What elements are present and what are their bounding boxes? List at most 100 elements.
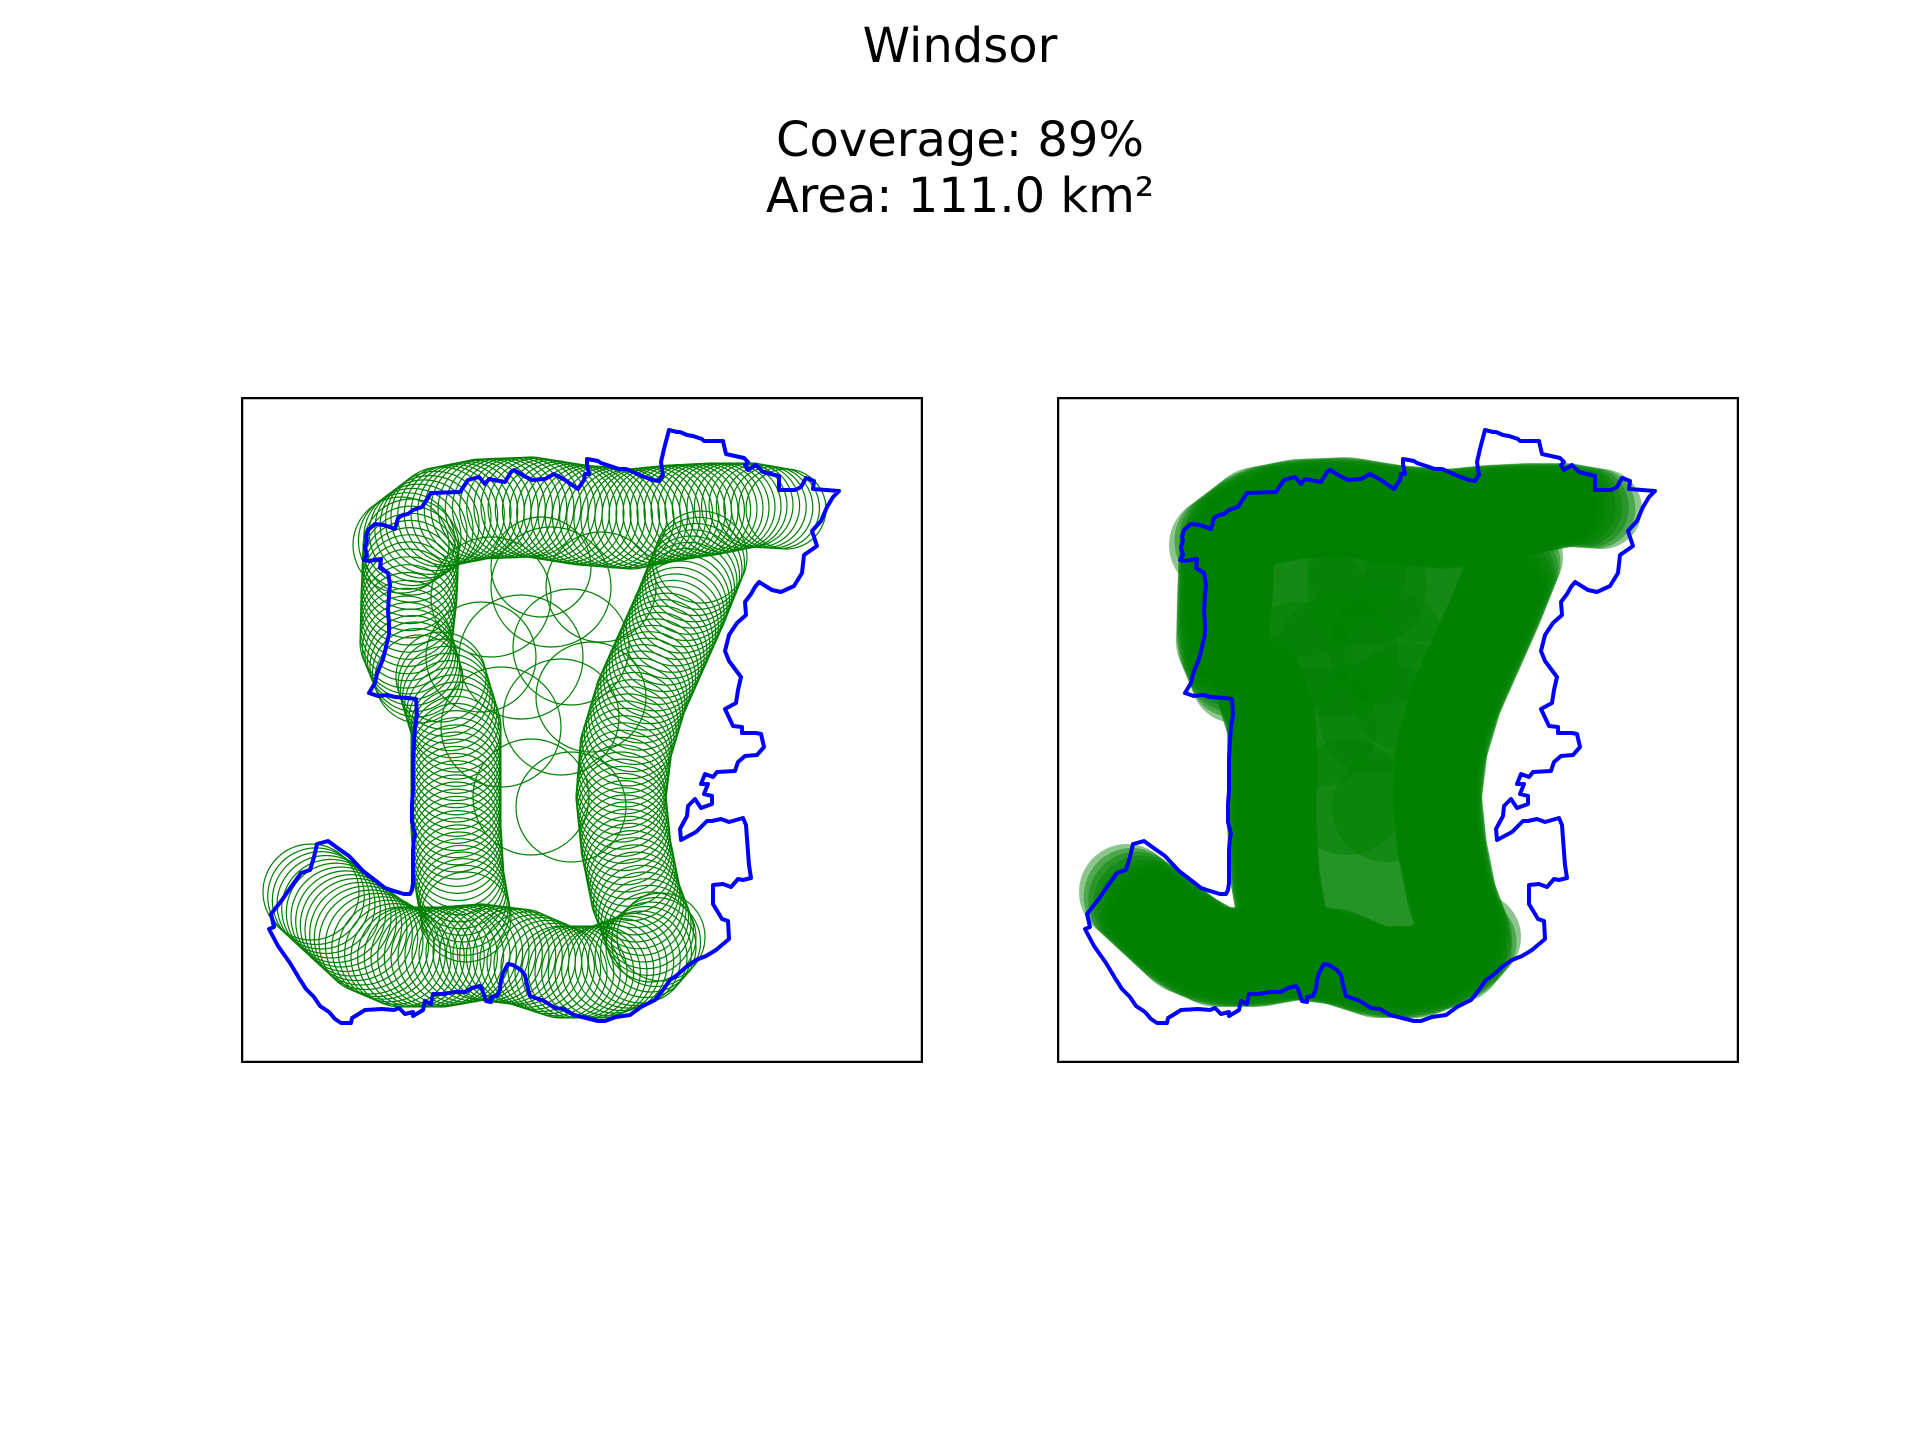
coverage-circle [1425,618,1518,711]
coverage-circle [1214,906,1314,1006]
coverage-circle [592,657,686,751]
coverage-circle [1227,782,1317,872]
coverage-circle [1411,467,1510,567]
coverage-circle [1275,595,1399,719]
coverage-circle [425,601,537,713]
coverage-circle [1227,682,1317,772]
coverage-circle [1453,464,1548,559]
coverage-circle [1227,789,1318,880]
coverage-circle [1227,463,1327,563]
coverage-circle [594,910,688,1004]
coverage-circle [1201,471,1301,571]
coverage-circle [1116,874,1218,976]
coverage-circle [1282,908,1379,1005]
coverage-circle [1428,612,1521,705]
coverage-circle [1282,457,1383,558]
coverage-circle [410,767,502,859]
coverage-circle [1539,465,1623,548]
coverage-circle [281,858,381,959]
coverage-circle [1392,759,1483,850]
coverage-circle [1179,488,1277,586]
coverage-circle [1377,923,1470,1016]
coverage-circle [1448,567,1541,660]
coverage-circle [1216,646,1307,737]
coverage-circle [1227,753,1317,844]
coverage-circle [1229,817,1320,908]
coverage-circle [1398,809,1489,900]
coverage-circle [1525,463,1609,547]
coverage-circle [1227,724,1317,815]
coverage-circle [1212,632,1302,722]
windsor-boundary [1083,428,1657,1025]
coverage-circle [399,645,491,737]
coverage-circle [1176,596,1268,688]
coverage-circle [1416,638,1509,731]
coverage-circle [1141,893,1245,997]
coverage-circle [1411,651,1503,743]
coverage-circle [1354,465,1455,566]
coverage-circle [395,631,487,723]
coverage-circle [1177,534,1274,631]
coverage-circle [1227,760,1317,851]
coverage-circle [1222,667,1313,758]
coverage-circle [331,896,435,1000]
coverage-circle [1154,900,1256,1002]
coverage-circle [1227,796,1318,887]
coverage-circle [1097,859,1197,958]
coverage-circle [561,922,655,1017]
coverage-circle [1218,653,1309,744]
coverage-circle [1402,679,1495,772]
coverage-circle [1364,926,1457,1018]
coverage-circle [1234,858,1325,949]
coverage-circle [502,658,620,776]
coverage-circle [580,801,672,893]
coverage-circle [1221,906,1320,1005]
coverage-circle [1214,639,1305,730]
coverage-circles-filled [1079,457,1642,1018]
coverage-circle [1394,722,1486,814]
coverage-circle [1404,672,1497,765]
coverage-circles-outline [262,456,827,1019]
coverage-circle [1395,787,1486,878]
coverage-circle [1213,465,1314,566]
coverage-circle [1399,816,1490,907]
coverage-circle [1347,465,1447,565]
coverage-circle [271,850,371,950]
coverage-circle [1304,458,1405,559]
coverage-circle [1392,752,1482,842]
coverage-circle [581,915,675,1009]
coverage-circle [1344,926,1437,1018]
coverage-circle [1418,467,1516,565]
coverage-circle [1409,858,1500,949]
coverage-circle [1400,686,1493,779]
coverage-circle [1461,536,1553,628]
coverage-circle [490,516,592,618]
coverage-circle [1562,469,1642,549]
coverage-circle [1242,904,1339,1002]
coverage-circle [1207,467,1307,567]
coverage-circle [1393,766,1484,857]
coverage-circle [1412,865,1502,956]
coverage-circle [1392,744,1483,835]
coverage-interior-fill [1257,547,1527,937]
coverage-circle [1422,902,1512,992]
coverage-circle [385,470,486,572]
coverage-circle [1474,463,1567,556]
coverage-circle [1227,774,1317,865]
coverage-circle [1176,556,1273,653]
coverage-circle [1398,693,1491,786]
coverage-circle [1463,529,1556,622]
coverage-circle [318,889,424,995]
coverage-circle [1471,511,1563,603]
coverage-circle [1495,463,1585,553]
coverage-circle [1196,475,1295,575]
coverage-circle [730,466,814,549]
coverage-circle [1237,872,1327,962]
coverage-circle [1419,885,1510,976]
coverage-circle [1227,710,1317,801]
coverage-circle [295,870,397,973]
coverage-circle [1247,459,1347,559]
coverage-circle [1397,469,1497,569]
coverage-circle [1178,513,1275,610]
coverage-circle [1303,914,1398,1010]
